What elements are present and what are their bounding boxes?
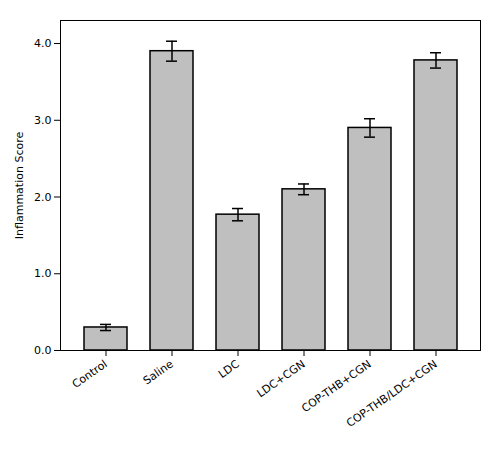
svg-text:LDC: LDC [216, 357, 242, 381]
svg-text:Inflammation Score: Inflammation Score [13, 132, 26, 240]
svg-text:LDC+CGN: LDC+CGN [254, 357, 307, 400]
svg-text:4.0: 4.0 [34, 37, 52, 50]
svg-text:0.0: 0.0 [34, 344, 52, 357]
svg-text:1.0: 1.0 [34, 267, 52, 280]
svg-text:2.0: 2.0 [34, 191, 52, 204]
svg-text:Control: Control [70, 357, 110, 390]
svg-text:3.0: 3.0 [34, 114, 52, 127]
svg-text:COP-THB/LDC+CGN: COP-THB/LDC+CGN [344, 357, 440, 430]
svg-text:Saline: Saline [141, 357, 176, 387]
svg-text:COP-THB+CGN: COP-THB+CGN [299, 357, 374, 416]
